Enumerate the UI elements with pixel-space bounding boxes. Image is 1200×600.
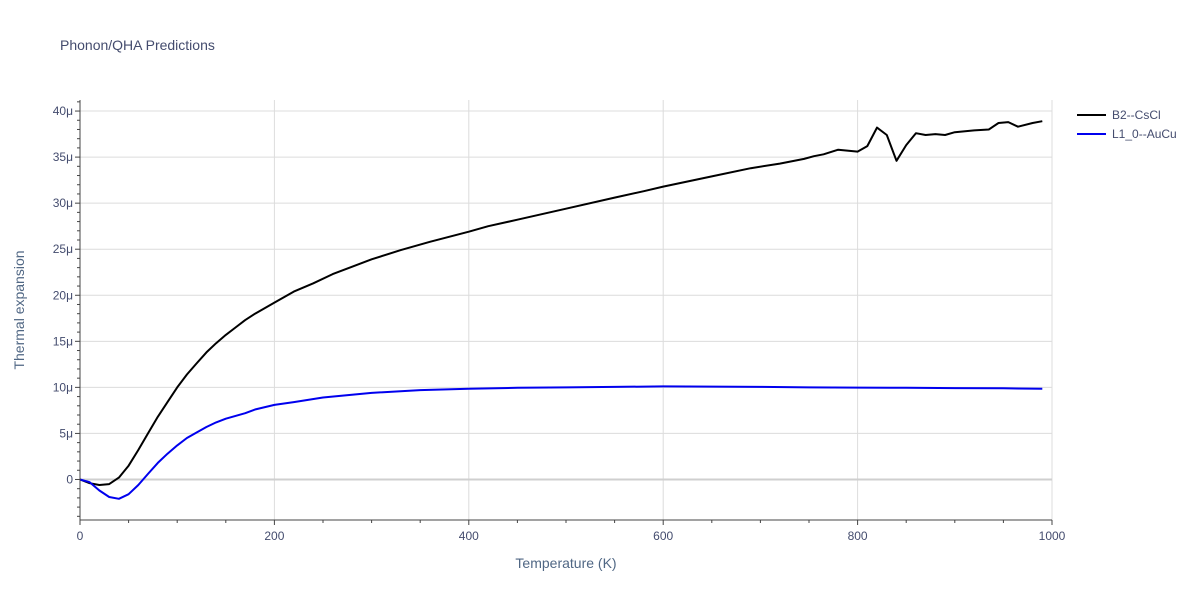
x-tick-label: 600 [653,529,673,543]
legend-label: L1_0--AuCu [1112,127,1177,141]
y-tick-label: 25μ [53,242,73,256]
x-tick-label: 800 [848,529,868,543]
y-tick-label: 30μ [53,196,73,210]
x-tick-label: 0 [77,529,84,543]
y-tick-label: 40μ [53,104,73,118]
y-tick-label: 35μ [53,150,73,164]
axes [79,100,1052,521]
x-tick-label: 400 [459,529,479,543]
x-tick-label: 200 [264,529,284,543]
y-axis-title: Thermal expansion [11,250,27,369]
y-axis-ticks: 0 5μ 10μ 15μ 20μ 25μ 30μ 35μ 40μ [53,101,80,517]
x-axis-title: Temperature (K) [515,555,616,571]
y-tick-label: 20μ [53,288,73,302]
legend-item-0[interactable]: B2--CsCl [1077,108,1161,122]
legend-label: B2--CsCl [1112,108,1161,122]
grid-lines [80,100,1053,520]
x-tick-label: 1000 [1039,529,1066,543]
y-tick-label: 0 [66,472,73,486]
legend-item-1[interactable]: L1_0--AuCu [1077,127,1177,141]
series-line-1[interactable] [79,385,1043,500]
y-tick-label: 15μ [53,334,73,348]
series-layer [79,120,1043,500]
y-tick-label: 5μ [59,426,73,440]
y-tick-label: 10μ [53,380,73,394]
series-line-0[interactable] [79,120,1043,486]
x-axis-ticks: 0 200 400 600 800 1000 [77,520,1066,543]
chart-title: Phonon/QHA Predictions [60,37,215,53]
legend[interactable]: B2--CsCl L1_0--AuCu [1077,108,1177,141]
